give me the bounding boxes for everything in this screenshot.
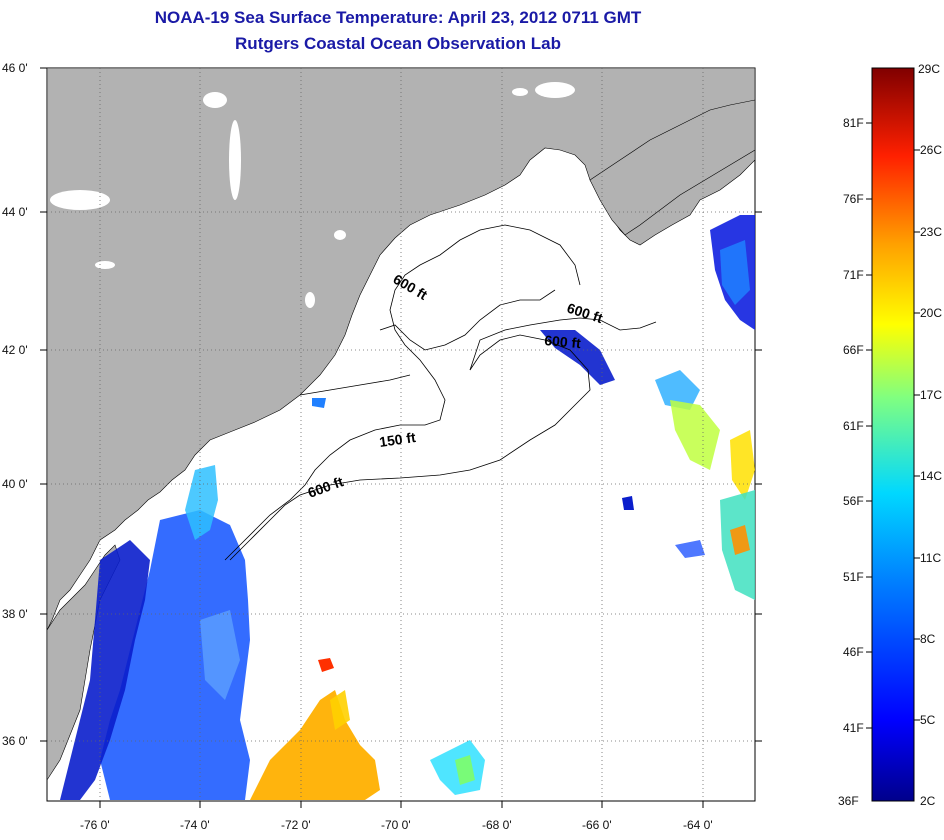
colorbar-f-label: 36F [838,794,859,808]
lat-label: 42 0' [2,343,28,357]
map-subtitle: Rutgers Coastal Ocean Observation Lab [235,34,561,53]
lon-label: -76 0' [80,818,110,832]
colorbar-f-label: 46F [843,645,864,659]
lat-label: 36 0' [2,734,28,748]
land-mass [47,68,755,631]
temperature-colorbar [871,67,915,802]
depth-contours [224,224,657,561]
lon-label: -74 0' [180,818,210,832]
lat-label: 38 0' [2,607,28,621]
lon-label: -70 0' [381,818,411,832]
colorbar-f-label: 66F [843,343,864,357]
lon-label: -64 0' [683,818,713,832]
colorbar-c-label: 2C [920,794,936,808]
colorbar-f-label: 41F [843,721,864,735]
colorbar-c-label: 20C [920,306,943,320]
lon-label: -68 0' [482,818,512,832]
colorbar-c-label: 29C [918,62,941,76]
map-title: NOAA-19 Sea Surface Temperature: April 2… [154,8,642,27]
sst-warm-eddy [250,690,380,800]
colorbar-c-label: 23C [920,225,943,239]
colorbar-c-label: 26C [920,143,943,157]
lat-label: 44 0' [2,205,28,219]
lon-label: -66 0' [582,818,612,832]
contour-label: 150 ft [378,429,417,450]
colorbar-f-label: 76F [843,192,864,206]
colorbar-f-label: 56F [843,494,864,508]
colorbar-c-label: 8C [920,632,936,646]
lon-label: -72 0' [281,818,311,832]
colorbar-f-label: 61F [843,419,864,433]
colorbar-c-label: 11C [920,551,942,565]
colorbar-c-label: 5C [920,713,936,727]
colorbar-f-label: 71F [843,268,864,282]
sst-cold-water [100,510,250,800]
contour-label: 600 ft [544,332,582,351]
lat-label: 40 0' [2,477,28,491]
lat-label: 46 0' [2,61,28,75]
colorbar-f-label: 81F [843,116,864,130]
colorbar-f-label: 51F [843,570,864,584]
colorbar-c-label: 14C [920,469,943,483]
colorbar-c-label: 17C [920,388,943,402]
